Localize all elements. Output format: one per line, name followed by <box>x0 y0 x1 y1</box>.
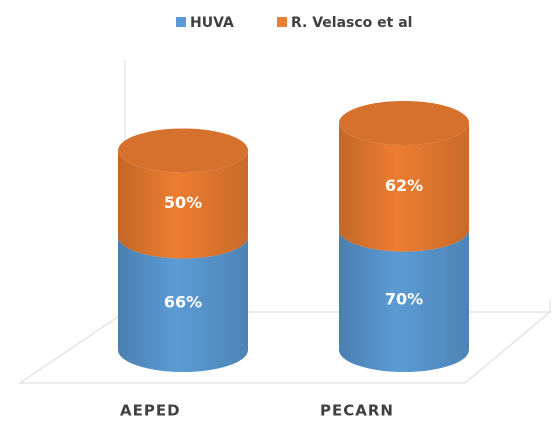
legend-swatch <box>176 17 186 27</box>
cylinder-top <box>118 128 248 173</box>
cylinder-segment <box>118 236 248 372</box>
value-label: 70% <box>385 289 423 308</box>
floor <box>18 60 552 384</box>
x-tick-label: AEPED <box>120 402 181 420</box>
legend-label: R. Velasco et al <box>291 15 412 31</box>
x-tick-label: PECARN <box>320 402 394 420</box>
cylinder-segment <box>339 229 469 372</box>
cylinder-segment <box>339 122 469 252</box>
legend-swatch <box>277 17 287 27</box>
cylinder-top <box>339 100 469 145</box>
value-label: 50% <box>164 193 202 212</box>
cylinder-segment <box>118 150 248 259</box>
value-label: 62% <box>385 176 423 195</box>
value-label: 66% <box>164 293 202 312</box>
legend-label: HUVA <box>190 15 234 31</box>
